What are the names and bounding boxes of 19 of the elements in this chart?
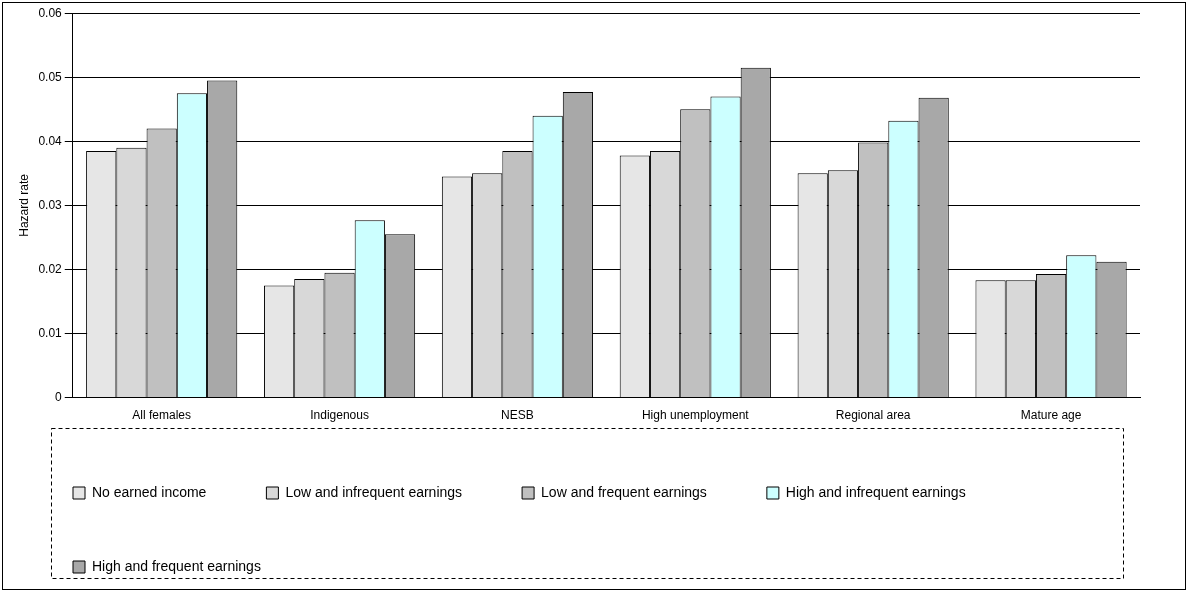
y-tick-label: 0.05 [38,69,63,84]
y-tick-label: 0.06 [38,5,63,20]
legend-label: High and infrequent earnings [785,483,966,500]
y-tick-label: 0.02 [38,261,63,276]
x-tick-label: NESB [501,408,534,423]
legend-label: No earned income [92,483,207,500]
y-tick-label: 0.04 [38,133,63,148]
y-tick-label: 0.01 [38,325,63,340]
y-tick-label: 0 [55,389,63,404]
x-tick-label: Indigenous [310,408,369,423]
y-tick-label: 0.03 [38,197,63,212]
legend-label: High and frequent earnings [92,557,261,574]
legend-label: Low and infrequent earnings [285,483,463,500]
x-tick-label: Mature age [1020,408,1082,423]
x-tick-label: High unemployment [641,408,750,423]
x-tick-label: All females [132,408,192,423]
y-axis-title: Hazard rate [16,173,31,237]
x-tick-label: Regional area [835,408,911,423]
legend-label: Low and frequent earnings [541,483,707,500]
